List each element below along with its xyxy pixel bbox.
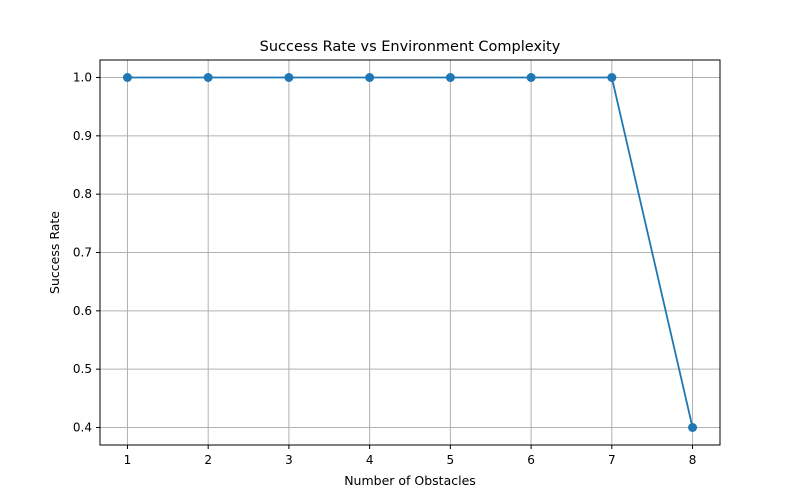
axis-ticks: 1 2 3 4 5 6 7 8 0.4 0.5 0.6 0.7 0.8 0.9 1.0 [73,71,696,468]
x-tick-label: 8 [689,453,697,467]
series-layer [122,73,698,432]
chart-title: Success Rate vs Environment Complexity [260,39,561,55]
x-tick-label: 3 [285,453,293,467]
data-point [122,73,132,82]
x-tick-label: 5 [447,453,455,467]
x-tick-label: 6 [527,453,535,467]
y-tick-label: 0.4 [73,421,92,435]
y-axis-label: Success Rate [47,211,62,294]
y-tick-label: 0.7 [73,246,92,260]
y-tick-label: 0.9 [73,129,92,143]
data-point [607,73,617,82]
x-axis-label: Number of Obstacles [344,473,476,488]
plot-frame [99,59,721,446]
y-tick-label: 0.8 [73,187,92,201]
data-point [284,73,294,82]
data-point [526,73,536,82]
data-point [445,73,455,82]
y-tick-label: 0.5 [73,362,92,376]
grid-lines [100,60,720,445]
y-tick-label: 0.6 [73,304,92,318]
y-tick-label: 1.0 [73,71,92,85]
x-tick-label: 1 [124,453,132,467]
x-tick-label: 2 [204,453,212,467]
series-line [127,76,694,428]
x-tick-label: 4 [366,453,374,467]
data-point [365,73,375,82]
data-point [203,73,213,82]
data-point [688,423,698,432]
x-tick-label: 7 [608,453,616,467]
